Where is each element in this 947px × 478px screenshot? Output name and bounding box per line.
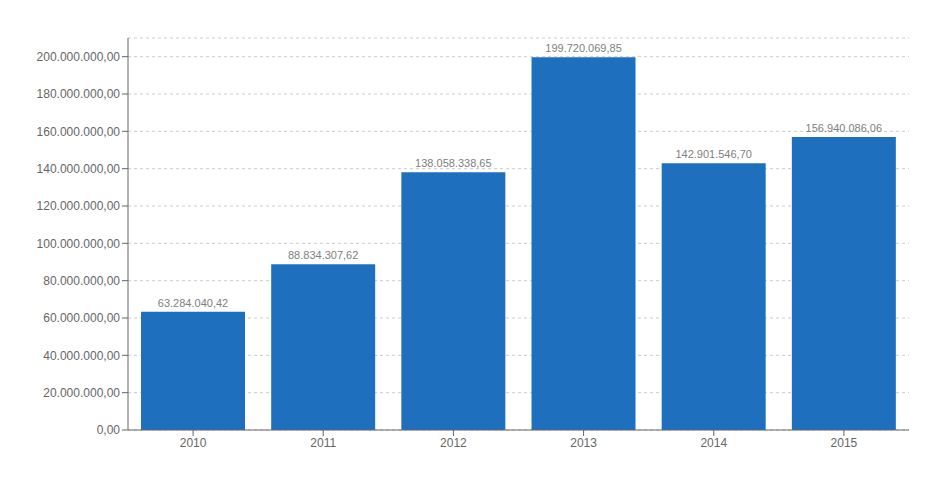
svg-text:140.000.000,00: 140.000.000,00 [37, 162, 121, 176]
svg-text:63.284.040,42: 63.284.040,42 [158, 297, 228, 309]
svg-text:120.000.000,00: 120.000.000,00 [37, 199, 121, 213]
svg-text:2012: 2012 [440, 436, 467, 450]
svg-text:88.834.307,62: 88.834.307,62 [288, 249, 358, 261]
svg-text:156.940.086,06: 156.940.086,06 [806, 122, 882, 134]
svg-text:200.000.000,00: 200.000.000,00 [37, 50, 121, 64]
svg-text:142.901.546,70: 142.901.546,70 [675, 148, 751, 160]
svg-text:60.000.000,00: 60.000.000,00 [43, 311, 120, 325]
svg-text:0,00: 0,00 [97, 423, 121, 437]
svg-text:180.000.000,00: 180.000.000,00 [37, 87, 121, 101]
svg-text:40.000.000,00: 40.000.000,00 [43, 349, 120, 363]
svg-text:199.720.069,85: 199.720.069,85 [545, 42, 621, 54]
svg-text:2014: 2014 [700, 436, 727, 450]
svg-text:20.000.000,00: 20.000.000,00 [43, 386, 120, 400]
svg-text:80.000.000,00: 80.000.000,00 [43, 274, 120, 288]
svg-text:2015: 2015 [831, 436, 858, 450]
svg-text:2013: 2013 [570, 436, 597, 450]
svg-text:2011: 2011 [310, 436, 336, 450]
svg-text:2010: 2010 [180, 436, 207, 450]
svg-text:138.058.338,65: 138.058.338,65 [415, 157, 491, 169]
svg-text:100.000.000,00: 100.000.000,00 [37, 237, 121, 251]
svg-text:160.000.000,00: 160.000.000,00 [37, 125, 121, 139]
